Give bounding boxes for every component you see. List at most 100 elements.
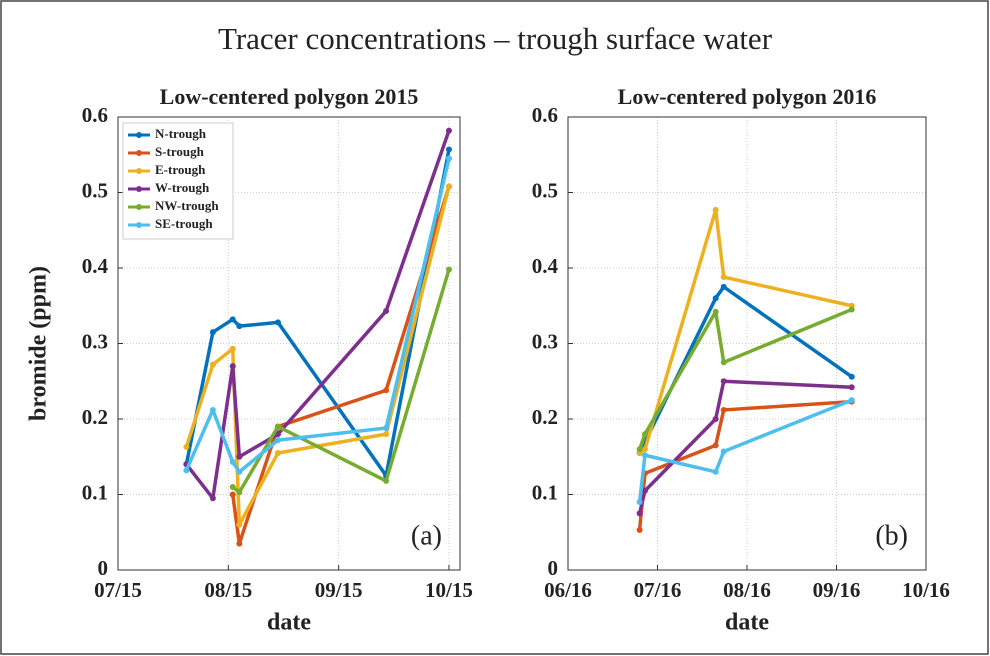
legend-marker xyxy=(136,204,142,210)
data-point xyxy=(229,491,236,498)
legend-box xyxy=(122,122,234,240)
data-point xyxy=(848,397,855,404)
legend-marker xyxy=(136,150,142,156)
data-point xyxy=(236,468,243,475)
data-point xyxy=(383,477,390,484)
data-point xyxy=(720,274,727,281)
data-point xyxy=(229,316,236,323)
plot-border xyxy=(567,116,927,571)
legend-label: NW-trough xyxy=(155,198,219,213)
data-point xyxy=(641,431,648,438)
data-point xyxy=(712,442,719,449)
x-tick-label: 10/15 xyxy=(425,578,473,602)
y-tick-label: 0.4 xyxy=(82,254,109,278)
y-tick-label: 0.2 xyxy=(532,405,558,429)
data-point xyxy=(274,319,281,326)
y-tick-label: 0.6 xyxy=(82,103,108,127)
y-tick-label: 0.6 xyxy=(532,103,558,127)
data-point xyxy=(229,363,236,370)
panel-label: (b) xyxy=(875,520,908,551)
y-tick-label: 0 xyxy=(98,556,109,580)
x-axis-label: date xyxy=(725,610,769,636)
data-point xyxy=(274,449,281,456)
legend-label: N-trough xyxy=(155,126,207,141)
x-tick-label: 08/16 xyxy=(723,578,771,602)
y-tick-label: 0.2 xyxy=(82,405,108,429)
data-point xyxy=(236,540,243,547)
x-tick-label: 07/15 xyxy=(94,578,142,602)
data-point xyxy=(209,495,216,502)
data-point xyxy=(274,431,281,438)
legend-marker xyxy=(136,168,142,174)
data-point xyxy=(641,452,648,459)
data-point xyxy=(712,308,719,315)
y-tick-label: 0 xyxy=(548,556,559,580)
data-point xyxy=(720,359,727,366)
panel-label: (a) xyxy=(411,520,442,551)
chart-title: Low-centered polygon 2015 xyxy=(160,84,419,109)
data-point xyxy=(445,266,452,273)
y-tick-label: 0.5 xyxy=(82,178,108,202)
data-point xyxy=(236,521,243,528)
y-tick-label: 0.1 xyxy=(82,480,108,504)
data-point xyxy=(641,446,648,453)
figure-title: Tracer concentrations – trough surface w… xyxy=(218,21,773,56)
data-point xyxy=(445,183,452,190)
data-point xyxy=(383,431,390,438)
data-point xyxy=(712,416,719,422)
data-point xyxy=(274,437,281,444)
data-point xyxy=(274,423,281,430)
x-axis-label: date xyxy=(267,610,311,636)
x-tick-label: 10/16 xyxy=(902,578,950,602)
y-tick-label: 0.3 xyxy=(532,329,558,353)
data-point xyxy=(720,283,727,290)
data-point xyxy=(848,384,855,391)
data-point xyxy=(636,526,643,533)
data-point xyxy=(383,308,390,315)
data-point xyxy=(445,155,452,162)
data-point xyxy=(720,378,727,385)
data-point xyxy=(636,510,643,517)
data-point xyxy=(848,306,855,313)
y-axis-label: bromide (ppm) xyxy=(26,266,52,421)
x-tick-label: 07/16 xyxy=(634,578,682,602)
legend-marker xyxy=(136,186,142,192)
x-tick-label: 09/15 xyxy=(315,578,363,602)
data-point xyxy=(236,453,243,460)
legend-marker xyxy=(136,132,142,138)
legend-label: S-trough xyxy=(155,144,205,159)
data-point xyxy=(720,406,727,413)
data-point xyxy=(383,425,390,432)
data-point xyxy=(209,329,216,336)
data-point xyxy=(236,489,243,496)
x-tick-label: 08/15 xyxy=(204,578,252,602)
data-point xyxy=(229,483,236,490)
data-point xyxy=(383,387,390,394)
plot-border xyxy=(117,116,461,571)
legend-label: SE-trough xyxy=(155,216,213,231)
data-point xyxy=(183,467,190,474)
data-point xyxy=(236,323,243,330)
y-tick-label: 0.3 xyxy=(82,329,108,353)
data-point xyxy=(636,499,643,506)
x-tick-label: 06/16 xyxy=(544,578,592,602)
data-point xyxy=(209,406,216,413)
y-tick-label: 0.1 xyxy=(532,480,558,504)
data-point xyxy=(720,448,727,455)
data-point xyxy=(229,459,236,466)
data-point xyxy=(183,443,190,450)
data-point xyxy=(636,446,643,453)
legend-marker xyxy=(136,222,142,228)
legend-label: E-trough xyxy=(155,162,206,177)
data-point xyxy=(712,468,719,475)
x-tick-label: 09/16 xyxy=(813,578,861,602)
data-point xyxy=(445,146,452,153)
data-point xyxy=(712,295,719,302)
plot-area xyxy=(568,117,926,570)
y-tick-label: 0.4 xyxy=(532,254,559,278)
data-point xyxy=(445,127,452,134)
y-tick-label: 0.5 xyxy=(532,178,558,202)
data-point xyxy=(641,487,648,494)
data-point xyxy=(848,373,855,380)
